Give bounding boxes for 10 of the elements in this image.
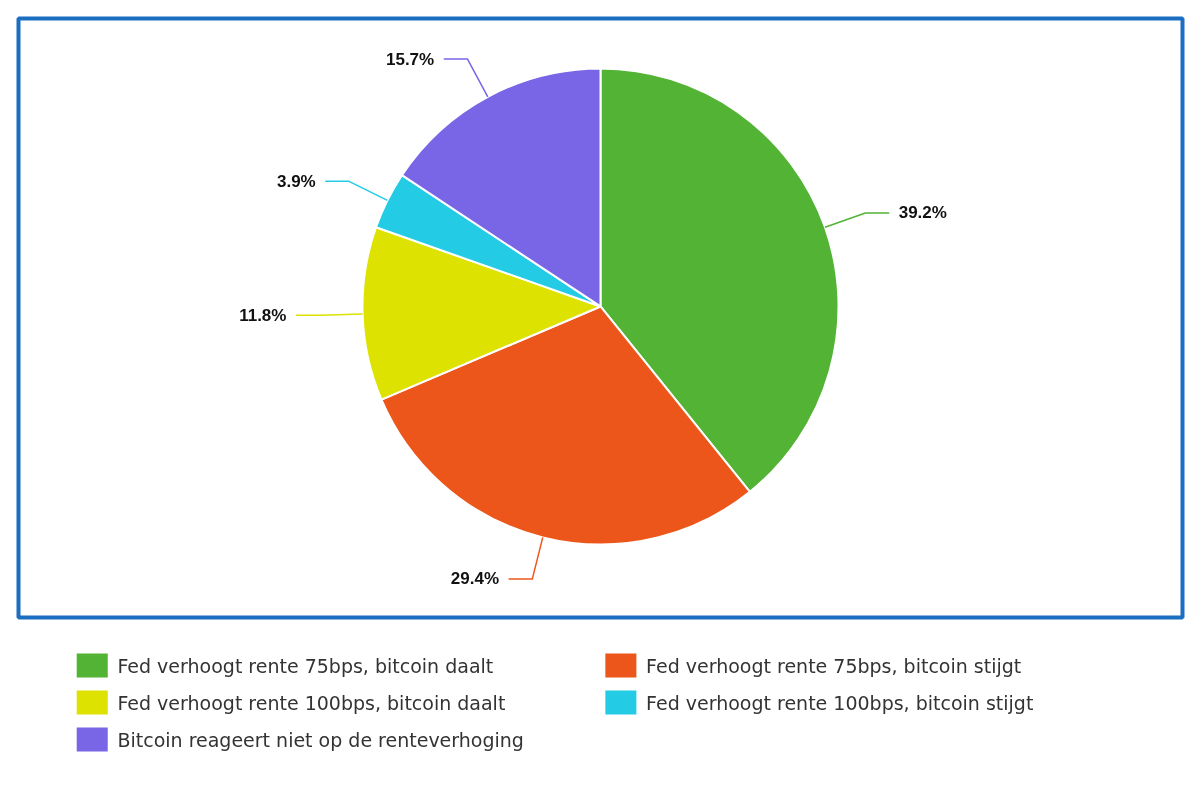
legend-label: Bitcoin reageert niet op de renteverhoging xyxy=(117,728,524,751)
legend-label: Fed verhoogt rente 75bps, bitcoin daalt xyxy=(117,654,494,677)
legend-label: Fed verhoogt rente 100bps, bitcoin stijgt xyxy=(646,691,1034,714)
legend-label: Fed verhoogt rente 75bps, bitcoin stijgt xyxy=(646,654,1022,677)
data-label: 15.7% xyxy=(385,49,435,69)
data-label: 11.8% xyxy=(239,305,287,325)
data-label: 29.4% xyxy=(450,569,500,589)
legend-label: Fed verhoogt rente 100bps, bitcoin daalt xyxy=(117,691,506,714)
data-label: 3.9% xyxy=(276,171,316,191)
data-label: 39.2% xyxy=(898,203,947,223)
